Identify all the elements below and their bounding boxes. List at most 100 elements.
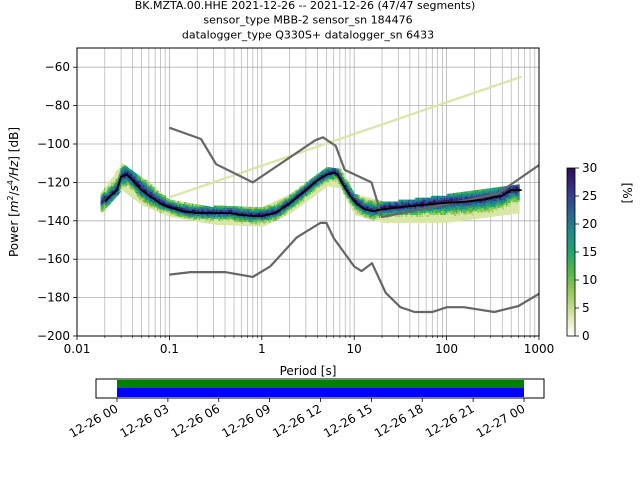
density-cell [330,175,333,178]
density-cell [485,215,488,218]
density-cell [313,178,316,181]
density-cell [393,211,397,214]
density-cell [474,190,478,193]
density-cell [486,209,489,212]
density-cell [123,186,126,189]
density-cell [501,200,504,202]
density-cell [318,185,322,188]
density-cell [378,218,382,220]
density-cell [517,205,520,208]
density-cell [137,198,140,201]
density-cell [295,189,298,192]
density-streak-cell [516,76,520,79]
density-cell [487,192,490,195]
density-cell [144,193,147,196]
density-cell [338,170,341,173]
density-cell [198,216,201,219]
density-cell [101,207,104,210]
density-cell [149,200,152,203]
density-cell [363,211,367,214]
density-cell [157,209,160,212]
density-cell [479,204,482,207]
density-cell [159,209,162,211]
density-cell [399,216,402,219]
density-cell [102,202,106,205]
density-cell [387,213,390,216]
density-cell [162,195,166,198]
density-cell [486,200,489,203]
density-cell [329,169,332,172]
density-cell [507,189,510,192]
density-cell [216,209,219,212]
density-cell [480,214,483,217]
density-cell [203,207,206,210]
density-cell [180,215,183,217]
density-cell [509,204,512,207]
density-cell [359,208,362,211]
density-cell [440,216,443,219]
density-cell [341,180,345,183]
density-cell [445,215,449,217]
density-cell [181,215,184,218]
density-cell [346,185,349,188]
density-cell [339,174,342,177]
density-cell [273,205,277,208]
density-streak-cell [232,174,236,177]
density-cell [510,210,513,213]
density-cell [283,200,286,203]
density-cell [265,211,268,214]
density-cell [125,170,129,173]
density-cell [123,190,126,193]
density-cell [154,205,158,208]
density-cell [486,190,489,193]
density-streak-cell [357,131,361,134]
density-cell [279,198,282,201]
density-cell [495,189,498,192]
density-cell [219,222,222,225]
density-cell [437,195,441,198]
density-cell [358,200,361,203]
density-cell [329,177,332,179]
density-cell [489,199,493,202]
density-cell [504,189,508,192]
density-cell [383,201,386,204]
density-cell [234,219,237,222]
density-cell [149,187,152,190]
density-cell [482,202,486,205]
density-cell [110,195,114,198]
density-cell [114,195,117,198]
density-cell [398,201,401,204]
density-cell [114,182,117,185]
density-cell [511,194,514,197]
density-cell [478,193,481,196]
density-cell [383,218,386,221]
density-cell [387,216,390,219]
density-cell [457,202,460,204]
density-cell [213,220,216,223]
density-cell [374,207,377,210]
density-cell [216,222,219,225]
density-cell [459,217,462,220]
density-cell [511,200,514,203]
density-cell [144,187,147,190]
density-cell [478,205,481,207]
density-streak-cell [278,158,282,161]
density-cell [433,211,436,214]
density-cell [398,207,401,210]
density-cell [198,214,201,217]
density-cell [494,208,497,211]
density-cell [332,175,335,178]
density-cell [429,209,432,212]
density-cell [144,202,147,205]
density-cell [105,196,108,199]
density-cell [311,177,315,180]
density-cell [284,213,287,216]
density-cell [317,186,320,189]
density-cell [159,197,162,200]
density-cell [374,212,377,215]
density-cell [209,218,212,221]
density-cell [265,207,268,210]
density-cell [236,223,240,226]
density-cell [397,205,400,208]
density-cell [497,208,501,211]
